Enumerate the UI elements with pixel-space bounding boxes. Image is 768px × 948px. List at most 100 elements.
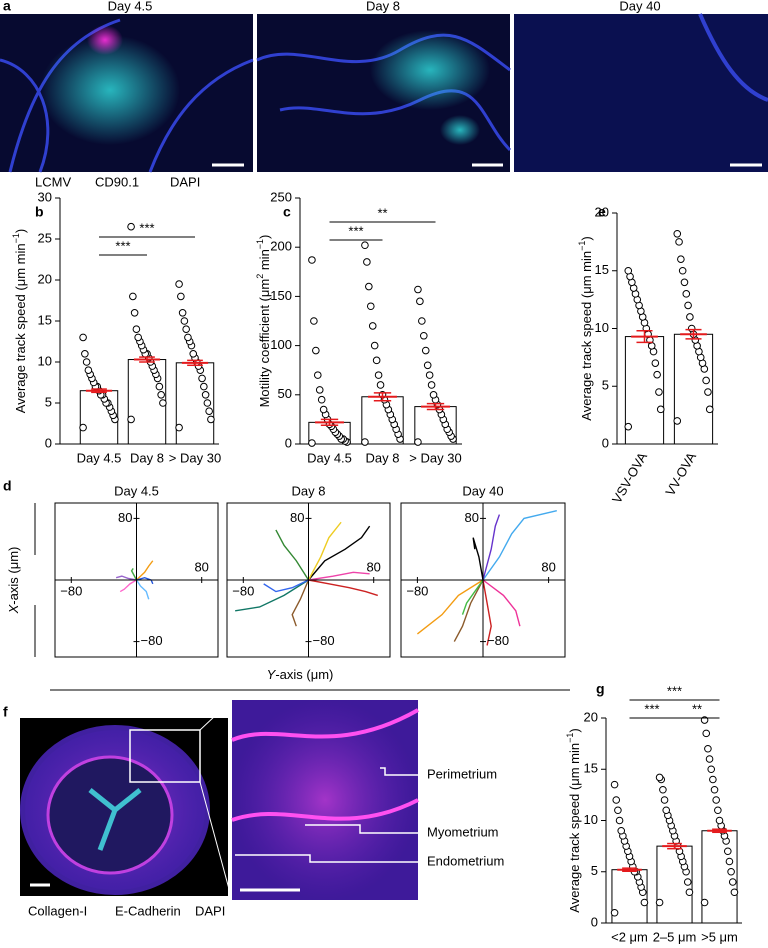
data-point: [175, 423, 183, 432]
data-point: [308, 256, 316, 264]
data-point: [178, 309, 187, 317]
track: [461, 579, 484, 615]
y-tick-label: 200: [270, 239, 292, 254]
x-tick-label: <2 μm: [611, 929, 648, 944]
error-bar: [712, 828, 727, 834]
data-point: [684, 301, 692, 310]
legend-entry: CD90.1: [95, 174, 139, 189]
label-part: −1: [577, 241, 587, 251]
data-point: [617, 826, 626, 835]
x-tick-label: Day 8: [130, 450, 164, 465]
data-point: [361, 241, 369, 250]
label-part: ): [13, 229, 28, 233]
data-point: [79, 423, 87, 432]
y-tick-label: −80: [141, 633, 163, 648]
data-point: [730, 888, 739, 897]
y-tick-label: 80: [118, 510, 132, 525]
data-point: [653, 370, 661, 379]
track: [482, 514, 501, 581]
data-point: [180, 317, 189, 325]
y-tick-label: 0: [602, 435, 609, 450]
data-point: [660, 796, 669, 804]
label-part: 2: [255, 274, 265, 279]
data-point: [177, 292, 185, 301]
x-tick-label: −80: [406, 583, 428, 598]
track: [263, 579, 309, 593]
label-part: −1: [255, 239, 265, 249]
data-point: [705, 755, 714, 763]
track: [482, 579, 521, 627]
data-point: [368, 322, 377, 330]
track: [416, 579, 484, 635]
data-point: [655, 898, 664, 907]
label-part: Average track speed (μm min: [13, 243, 28, 413]
data-point: [374, 371, 383, 379]
data-point: [184, 333, 192, 342]
data-point: [702, 729, 711, 738]
label-part: -axis (μm): [6, 547, 21, 605]
data-point: [159, 399, 167, 407]
panel-letter: g: [596, 681, 605, 697]
track: [453, 579, 484, 642]
data-point: [313, 371, 322, 379]
panel-letter: d: [3, 478, 12, 494]
data-point: [615, 816, 624, 825]
significance-label: ***: [139, 220, 154, 235]
data-point: [315, 386, 324, 394]
data-point: [372, 356, 381, 365]
data-point: [710, 785, 719, 794]
data-point: [198, 374, 206, 383]
data-point: [414, 285, 422, 294]
data-point: [127, 415, 135, 424]
data-point: [686, 313, 694, 321]
y-tick-label: 10: [38, 353, 52, 368]
data-point: [427, 381, 436, 389]
data-point: [610, 908, 619, 917]
significance-label: **: [377, 205, 387, 220]
x-tick-label: Day 4.5: [77, 450, 122, 465]
data-point: [155, 382, 164, 391]
x-tick-label: Day 8: [366, 450, 400, 465]
data-point: [207, 415, 215, 424]
data-point: [700, 898, 709, 907]
data-point: [702, 376, 710, 385]
data-point: [203, 399, 212, 407]
y-tick-label: 5: [591, 863, 598, 878]
error-bar: [636, 330, 653, 344]
data-point: [310, 317, 318, 325]
legend-entry: LCMV: [35, 174, 71, 189]
data-point: [712, 796, 720, 804]
panel-letter: b: [35, 204, 44, 220]
data-point: [655, 388, 663, 396]
data-point: [612, 796, 621, 804]
axis-label: X-axis (μm): [6, 547, 21, 615]
track: [307, 525, 371, 581]
track: [308, 571, 370, 581]
error-bar: [622, 867, 637, 872]
data-point: [715, 816, 724, 825]
microscopy-f: [20, 699, 422, 901]
bar: [701, 830, 738, 924]
data-point: [655, 773, 664, 782]
data-point: [610, 780, 619, 789]
label-part: X: [6, 603, 21, 614]
y-tick-label: 0: [45, 435, 52, 450]
data-point: [361, 438, 369, 446]
data-point: [79, 333, 87, 342]
data-point: [419, 331, 428, 340]
label-part: ): [579, 236, 594, 240]
y-tick-label: 30: [38, 189, 52, 204]
data-point: [308, 439, 316, 447]
data-point: [727, 867, 735, 876]
region-label: Endometrium: [427, 853, 504, 868]
label-part: Motility coefficient (μm: [257, 279, 272, 408]
y-tick-label: 25: [38, 230, 52, 245]
panel-letter: c: [283, 204, 291, 220]
data-point: [728, 878, 737, 886]
data-point: [640, 898, 649, 907]
track: [136, 576, 154, 585]
data-point: [157, 391, 165, 399]
track: [275, 529, 310, 581]
data-point: [414, 438, 422, 446]
data-point: [673, 417, 682, 425]
